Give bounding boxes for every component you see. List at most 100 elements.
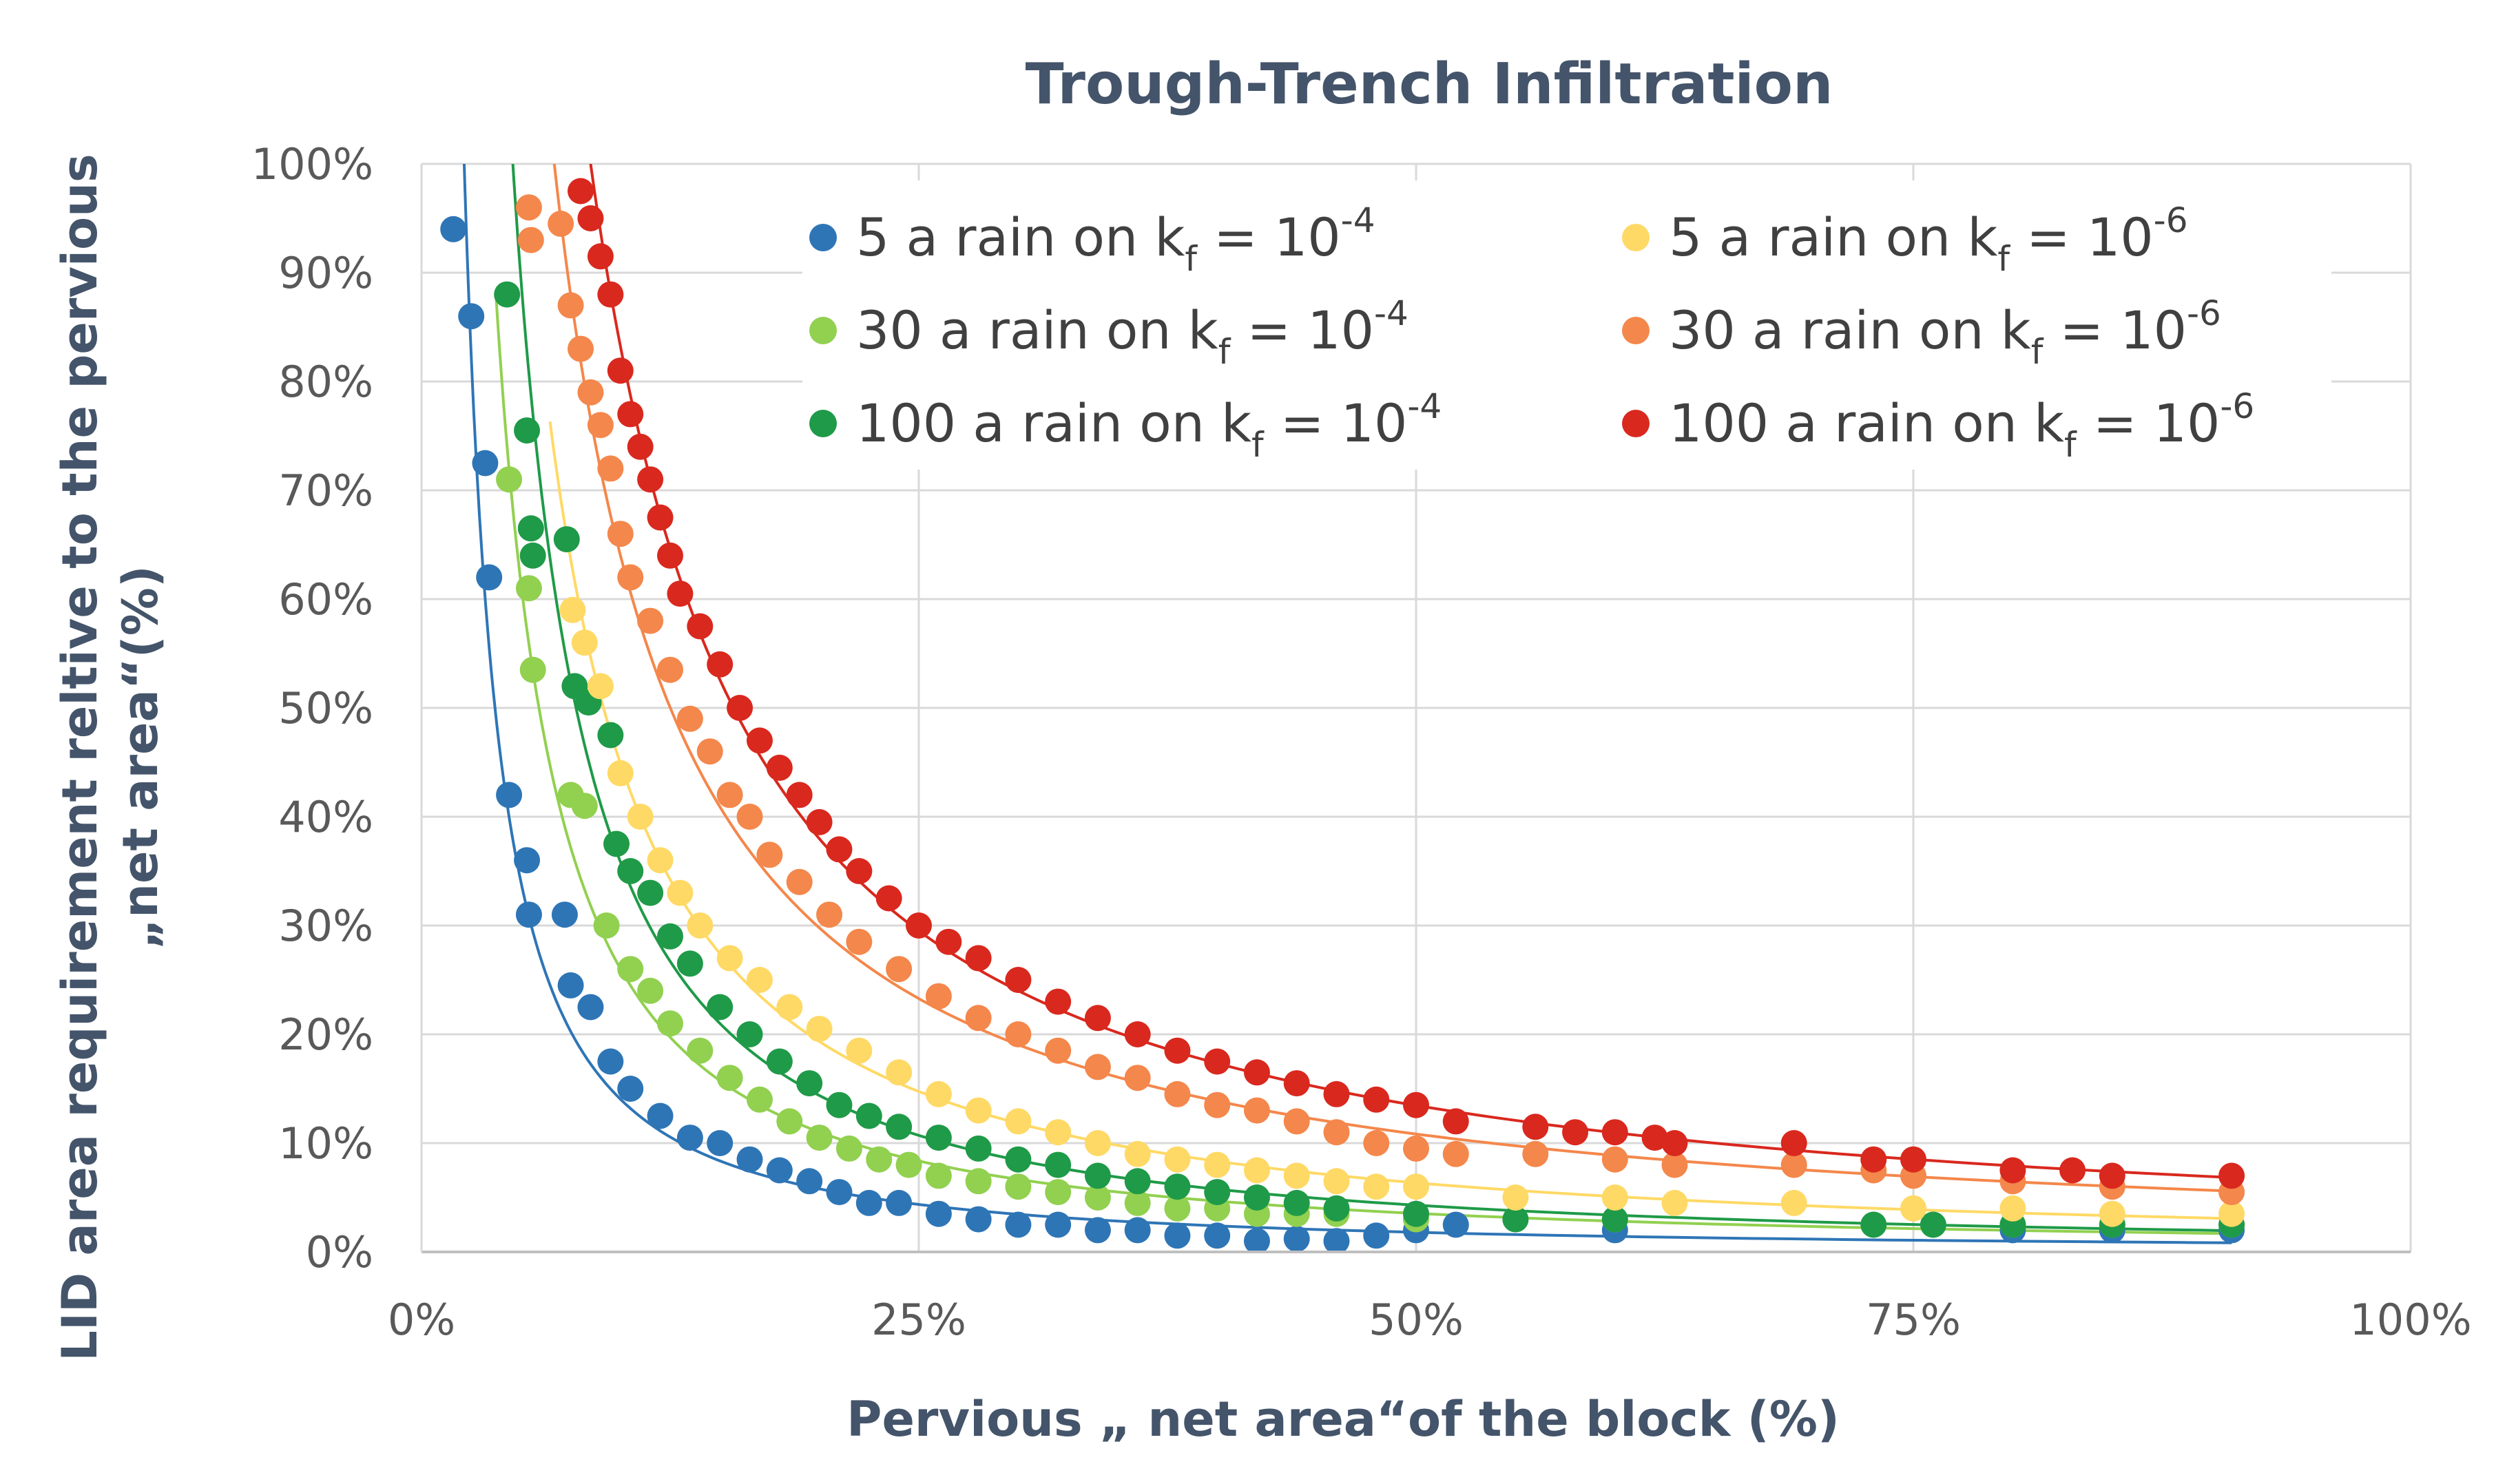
data-point bbox=[676, 705, 703, 732]
data-point bbox=[1084, 1162, 1111, 1189]
data-point bbox=[1164, 1173, 1191, 1200]
data-point bbox=[1283, 1226, 1310, 1252]
data-point bbox=[1005, 1211, 1032, 1238]
data-point bbox=[1502, 1206, 1529, 1233]
x-axis-title: Pervious „ net area“of the block (%) bbox=[846, 1391, 1840, 1448]
data-point bbox=[1363, 1086, 1390, 1113]
data-point bbox=[577, 205, 604, 231]
data-point bbox=[965, 1135, 992, 1162]
data-point bbox=[965, 1097, 992, 1124]
data-point bbox=[1084, 1184, 1111, 1211]
data-point bbox=[476, 564, 503, 591]
data-point bbox=[577, 994, 604, 1021]
data-point bbox=[553, 526, 580, 553]
data-point bbox=[637, 607, 664, 634]
y-tick-label: 10% bbox=[278, 1118, 373, 1169]
data-point bbox=[568, 335, 594, 362]
legend-label: 30 a rain on kf = 10-4 bbox=[856, 293, 1408, 372]
data-point bbox=[597, 455, 624, 482]
data-point bbox=[2099, 1200, 2125, 1227]
data-point bbox=[776, 994, 803, 1021]
data-point bbox=[1562, 1119, 1589, 1146]
data-point bbox=[716, 782, 743, 808]
x-tick-label: 0% bbox=[388, 1295, 455, 1345]
data-point bbox=[1243, 1228, 1270, 1252]
data-point bbox=[826, 1179, 853, 1206]
data-point bbox=[796, 1168, 823, 1195]
data-point bbox=[607, 357, 634, 384]
data-point bbox=[1999, 1195, 2026, 1222]
data-point bbox=[786, 868, 813, 895]
data-point bbox=[1601, 1184, 1628, 1211]
data-point bbox=[647, 504, 674, 531]
data-point bbox=[1403, 1135, 1429, 1162]
data-point bbox=[1124, 1021, 1151, 1047]
data-point bbox=[746, 967, 773, 993]
y-tick-label: 100% bbox=[251, 139, 373, 189]
data-point bbox=[571, 629, 598, 656]
data-point bbox=[925, 1200, 952, 1227]
data-point bbox=[1920, 1211, 1946, 1238]
data-point bbox=[1164, 1080, 1191, 1107]
x-tick-label: 25% bbox=[871, 1295, 966, 1345]
data-point bbox=[607, 521, 634, 547]
data-point bbox=[1661, 1151, 1688, 1178]
data-point bbox=[707, 994, 734, 1021]
data-point bbox=[1124, 1065, 1151, 1091]
data-point bbox=[597, 281, 624, 308]
data-point bbox=[965, 1206, 992, 1233]
data-point bbox=[676, 950, 703, 977]
data-point bbox=[875, 885, 902, 912]
y-tick-label: 50% bbox=[278, 683, 373, 733]
data-point bbox=[826, 1091, 853, 1118]
data-point bbox=[687, 613, 714, 640]
legend-marker bbox=[809, 224, 837, 251]
data-point bbox=[2099, 1162, 2125, 1189]
y-tick-label: 20% bbox=[278, 1010, 373, 1060]
data-point bbox=[472, 450, 499, 477]
data-point bbox=[925, 1080, 952, 1107]
data-point bbox=[1780, 1151, 1807, 1178]
data-point bbox=[766, 1048, 793, 1075]
y-axis-title-line1: LID area requirement reltive to the perv… bbox=[52, 154, 108, 1361]
data-point bbox=[736, 1021, 763, 1047]
data-point bbox=[667, 581, 694, 607]
data-point bbox=[496, 466, 523, 493]
data-point bbox=[627, 433, 654, 460]
data-point bbox=[1900, 1195, 1926, 1222]
x-tick-label: 50% bbox=[1369, 1295, 1464, 1345]
data-point bbox=[866, 1146, 893, 1173]
legend-label: 100 a rain on kf = 10-4 bbox=[856, 386, 1442, 465]
data-point bbox=[716, 1065, 743, 1091]
data-point bbox=[716, 945, 743, 972]
data-point bbox=[1363, 1173, 1390, 1200]
y-tick-label: 70% bbox=[278, 466, 373, 516]
data-point bbox=[617, 956, 644, 983]
data-point bbox=[603, 830, 630, 857]
data-point bbox=[1005, 1146, 1032, 1173]
data-point bbox=[587, 243, 614, 270]
data-point bbox=[1601, 1206, 1628, 1233]
data-point bbox=[1323, 1228, 1350, 1252]
data-point bbox=[696, 738, 723, 765]
data-point bbox=[886, 956, 913, 983]
data-point bbox=[1323, 1080, 1350, 1107]
data-point bbox=[1124, 1217, 1151, 1244]
data-point bbox=[1860, 1211, 1887, 1238]
data-point bbox=[1283, 1070, 1310, 1097]
x-tick-label: 100% bbox=[2349, 1295, 2471, 1345]
data-point bbox=[746, 727, 773, 754]
x-tick-label: 75% bbox=[1866, 1295, 1961, 1345]
legend-marker bbox=[1622, 317, 1650, 344]
data-point bbox=[440, 216, 467, 242]
data-point bbox=[676, 1125, 703, 1151]
data-point bbox=[1403, 1091, 1429, 1118]
data-point bbox=[1323, 1195, 1350, 1222]
y-tick-label: 60% bbox=[278, 574, 373, 625]
data-point bbox=[1204, 1222, 1231, 1249]
data-point bbox=[496, 782, 523, 808]
data-point bbox=[1442, 1108, 1469, 1135]
data-point bbox=[597, 1048, 624, 1075]
data-point bbox=[925, 983, 952, 1010]
data-point bbox=[1005, 967, 1032, 993]
